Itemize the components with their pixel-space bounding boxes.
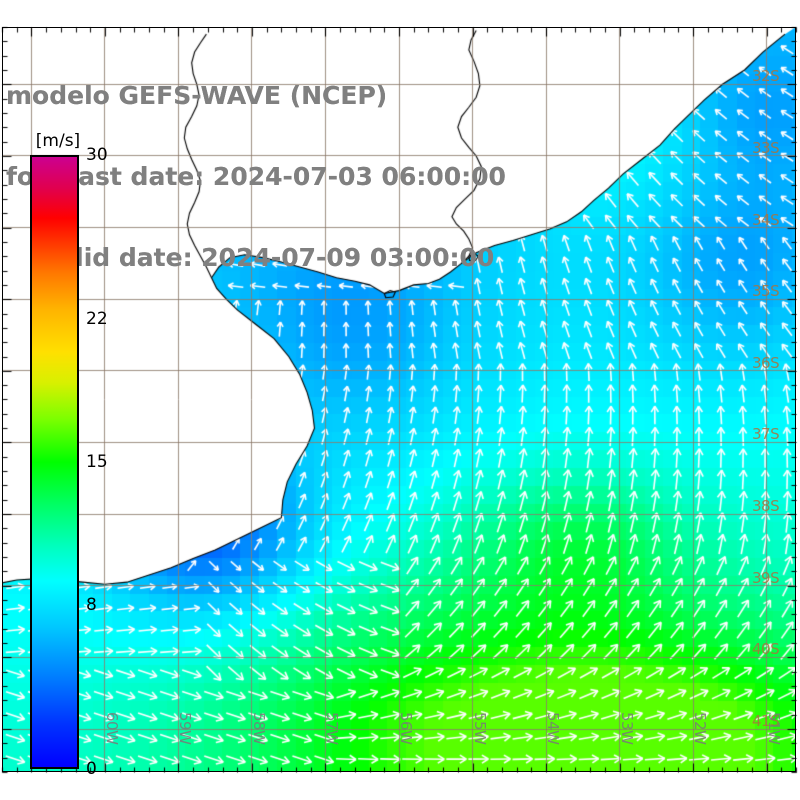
latitude-label: 34S bbox=[752, 210, 780, 229]
latitude-label: 36S bbox=[752, 353, 780, 372]
colorbar-tick-label: 0 bbox=[86, 759, 97, 779]
latitude-label: 35S bbox=[752, 282, 780, 301]
colorbar-tick-label: 22 bbox=[86, 308, 108, 329]
latitude-label: 39S bbox=[752, 568, 780, 587]
latitude-label: 40S bbox=[752, 640, 780, 659]
longitude-label: 57W bbox=[323, 712, 342, 745]
colorbar-tick-label: 30 bbox=[86, 145, 108, 165]
colorbar[interactable]: 30 22 15 8 0 bbox=[30, 145, 108, 779]
colorbar-tick-label: 15 bbox=[86, 452, 108, 472]
colorbar-tick-label: 8 bbox=[86, 595, 97, 616]
latitude-label: 33S bbox=[752, 138, 780, 157]
longitude-label: 58W bbox=[249, 712, 268, 745]
longitude-label: 55W bbox=[470, 712, 489, 745]
latitude-label: 38S bbox=[752, 497, 780, 516]
longitude-label: 60W bbox=[102, 712, 121, 745]
longitude-label: 56W bbox=[397, 712, 415, 745]
latitude-label: 32S bbox=[752, 67, 780, 86]
colorbar-gradient bbox=[30, 155, 79, 769]
longitude-label: 59W bbox=[176, 712, 195, 745]
graticule-canvas bbox=[2, 27, 796, 772]
longitude-label: 53W bbox=[617, 712, 636, 745]
latitude-label: 37S bbox=[752, 425, 780, 444]
longitude-label: 51W bbox=[764, 712, 783, 745]
longitude-label: 52W bbox=[691, 712, 710, 745]
colorbar-unit-label: [m/s] bbox=[35, 131, 81, 151]
longitude-label: 54W bbox=[544, 712, 563, 745]
